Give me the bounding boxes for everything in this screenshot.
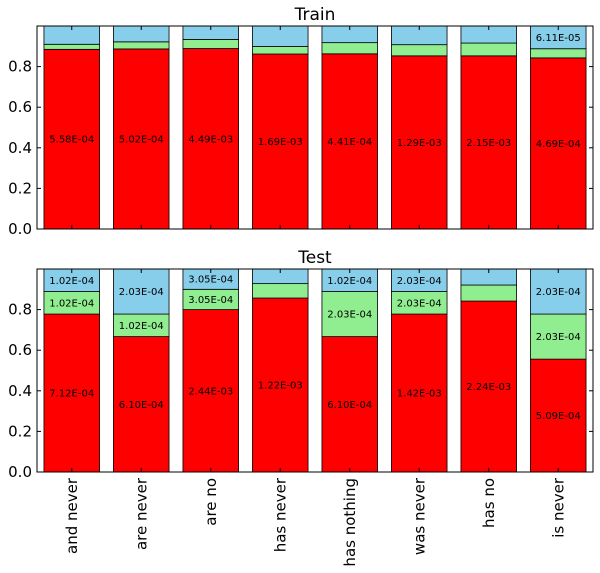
x-category-label: is never <box>549 477 567 538</box>
y-tick-label: 0.2 <box>8 422 32 440</box>
bar-bottom-3 <box>182 48 239 230</box>
y-tick-label: 0.2 <box>8 179 32 197</box>
bar-bottom-4 <box>252 297 309 473</box>
bar-middle-6 <box>391 44 448 57</box>
x-category-labels: and never are never are no has never has not… <box>63 477 568 566</box>
bar-value-label: 6.10E-04 <box>327 400 372 411</box>
bar-top-2 <box>113 268 170 315</box>
bar-value-label: 2.03E-04 <box>536 332 581 343</box>
bar-bottom-1 <box>43 48 100 230</box>
bar-middle-7 <box>460 284 517 302</box>
bar-value-label: 2.24E-03 <box>466 382 511 393</box>
x-category-label: was never <box>410 477 428 555</box>
train-panel: 5.58E-04 5.02E-04 4.49E-03 1.69E-03 4.41E-04… <box>8 5 594 238</box>
bar-middle-3 <box>182 38 239 49</box>
bar-value-label: 4.69E-04 <box>536 139 581 150</box>
bar-value-label: 4.49E-03 <box>188 134 233 145</box>
bar-value-label: 1.02E-04 <box>49 298 94 309</box>
bar-bottom-7 <box>460 55 517 230</box>
bar-value-label: 1.29E-03 <box>397 138 442 149</box>
bar-value-label: 2.15E-03 <box>466 138 511 149</box>
bar-value-label: 1.02E-04 <box>119 321 164 332</box>
test-panel: 7.12E-04 1.02E-04 1.02E-04 6.10E-04 1.02E-04… <box>8 248 594 481</box>
plot-frame <box>36 25 594 230</box>
bar-middle-4 <box>252 283 309 299</box>
bar-value-label: 5.58E-04 <box>49 135 94 146</box>
panel-title: Train <box>294 5 336 25</box>
bar-bottom-2 <box>113 336 170 473</box>
bar-value-label: 1.02E-04 <box>49 276 94 287</box>
bar-value-label: 6.10E-04 <box>119 400 164 411</box>
bar-middle-1 <box>43 43 100 50</box>
bar-bottom-8 <box>530 358 587 473</box>
bar-value-label: 1.69E-03 <box>258 137 303 148</box>
y-tick-label: 0.8 <box>8 301 32 319</box>
bar-value-label: 2.03E-04 <box>397 298 442 309</box>
x-category-label: has nothing <box>341 478 359 567</box>
bar-value-label: 1.42E-03 <box>397 389 442 400</box>
y-tick-label: 0.0 <box>8 220 32 238</box>
bar-middle-7 <box>460 42 517 57</box>
bar-bottom-3 <box>182 309 239 473</box>
bar-value-label: 2.03E-04 <box>119 287 164 298</box>
bar-bottom-5 <box>321 336 378 473</box>
bar-value-label: 3.05E-04 <box>188 295 233 306</box>
bar-bottom-6 <box>391 313 448 473</box>
plot-frame <box>36 268 594 473</box>
bar-value-label: 7.12E-04 <box>49 389 94 400</box>
bar-middle-5 <box>321 42 378 55</box>
bar-middle-4 <box>252 46 309 55</box>
bar-bottom-7 <box>460 300 517 473</box>
x-category-label: and never <box>63 477 81 554</box>
bar-value-label: 3.05E-04 <box>188 275 233 286</box>
bar-value-label: 5.09E-04 <box>536 411 581 422</box>
bar-bottom-1 <box>43 313 100 473</box>
y-tick-label: 0.6 <box>8 98 32 116</box>
bar-value-label: 2.03E-04 <box>397 276 442 287</box>
bar-value-label: 6.11E-05 <box>536 33 581 44</box>
x-category-label: has never <box>271 477 289 552</box>
bar-value-label: 1.22E-03 <box>258 381 303 392</box>
y-tick-label: 0.0 <box>8 463 32 481</box>
bar-top-8 <box>530 268 587 315</box>
panel-title: Test <box>297 248 332 268</box>
x-category-label: are never <box>132 477 150 550</box>
y-tick-label: 0.4 <box>8 382 32 400</box>
y-tick-label: 0.8 <box>8 58 32 76</box>
bar-value-label: 2.44E-03 <box>188 386 233 397</box>
bar-bottom-5 <box>321 53 378 230</box>
x-category-label: has no <box>480 478 498 528</box>
bar-middle-8 <box>530 48 587 59</box>
bar-value-label: 2.03E-04 <box>327 310 372 321</box>
bar-bottom-8 <box>530 57 587 230</box>
bar-middle-2 <box>113 41 170 50</box>
bar-value-label: 4.41E-04 <box>327 137 372 148</box>
bar-value-label: 5.02E-04 <box>119 134 164 145</box>
x-category-label: are no <box>202 478 220 526</box>
y-tick-label: 0.4 <box>8 139 32 157</box>
bar-bottom-6 <box>391 55 448 230</box>
bar-value-label: 1.02E-04 <box>327 276 372 287</box>
y-tick-label: 0.6 <box>8 341 32 359</box>
bar-value-label: 2.03E-04 <box>536 287 581 298</box>
